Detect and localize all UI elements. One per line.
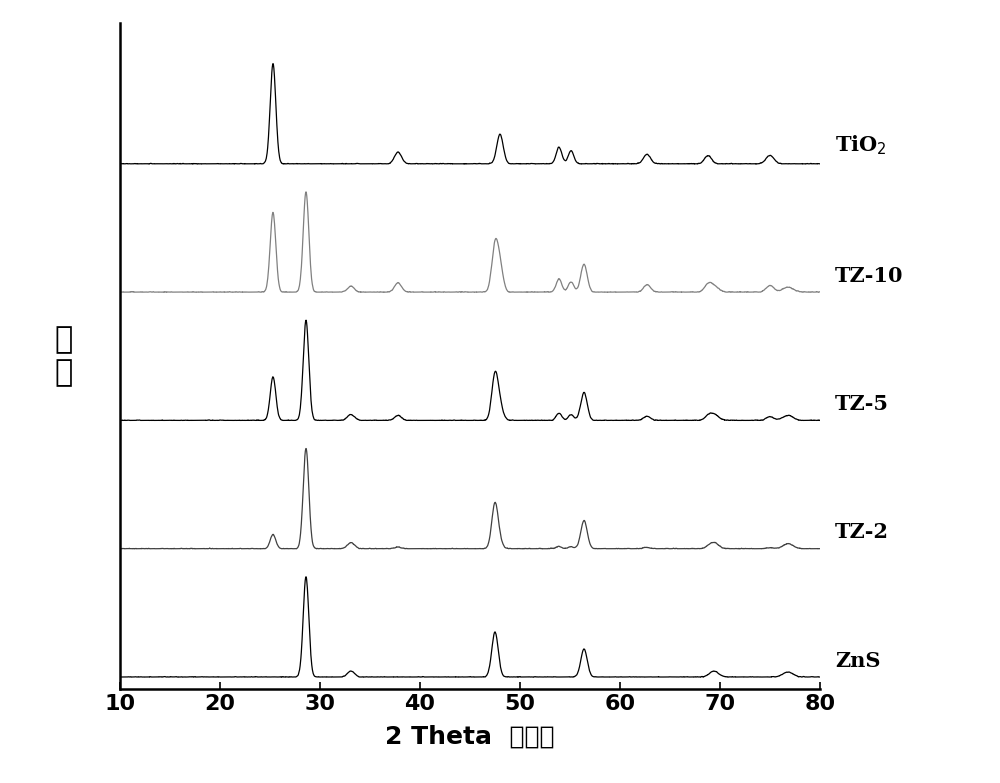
X-axis label: 2 Theta  （度）: 2 Theta （度）	[385, 725, 555, 749]
Text: TiO$_2$: TiO$_2$	[835, 134, 887, 157]
Text: TZ-10: TZ-10	[835, 265, 904, 286]
Text: ZnS: ZnS	[835, 651, 881, 670]
Text: TZ-2: TZ-2	[835, 522, 889, 543]
Text: 强
度: 强 度	[55, 325, 73, 388]
Text: TZ-5: TZ-5	[835, 394, 889, 414]
